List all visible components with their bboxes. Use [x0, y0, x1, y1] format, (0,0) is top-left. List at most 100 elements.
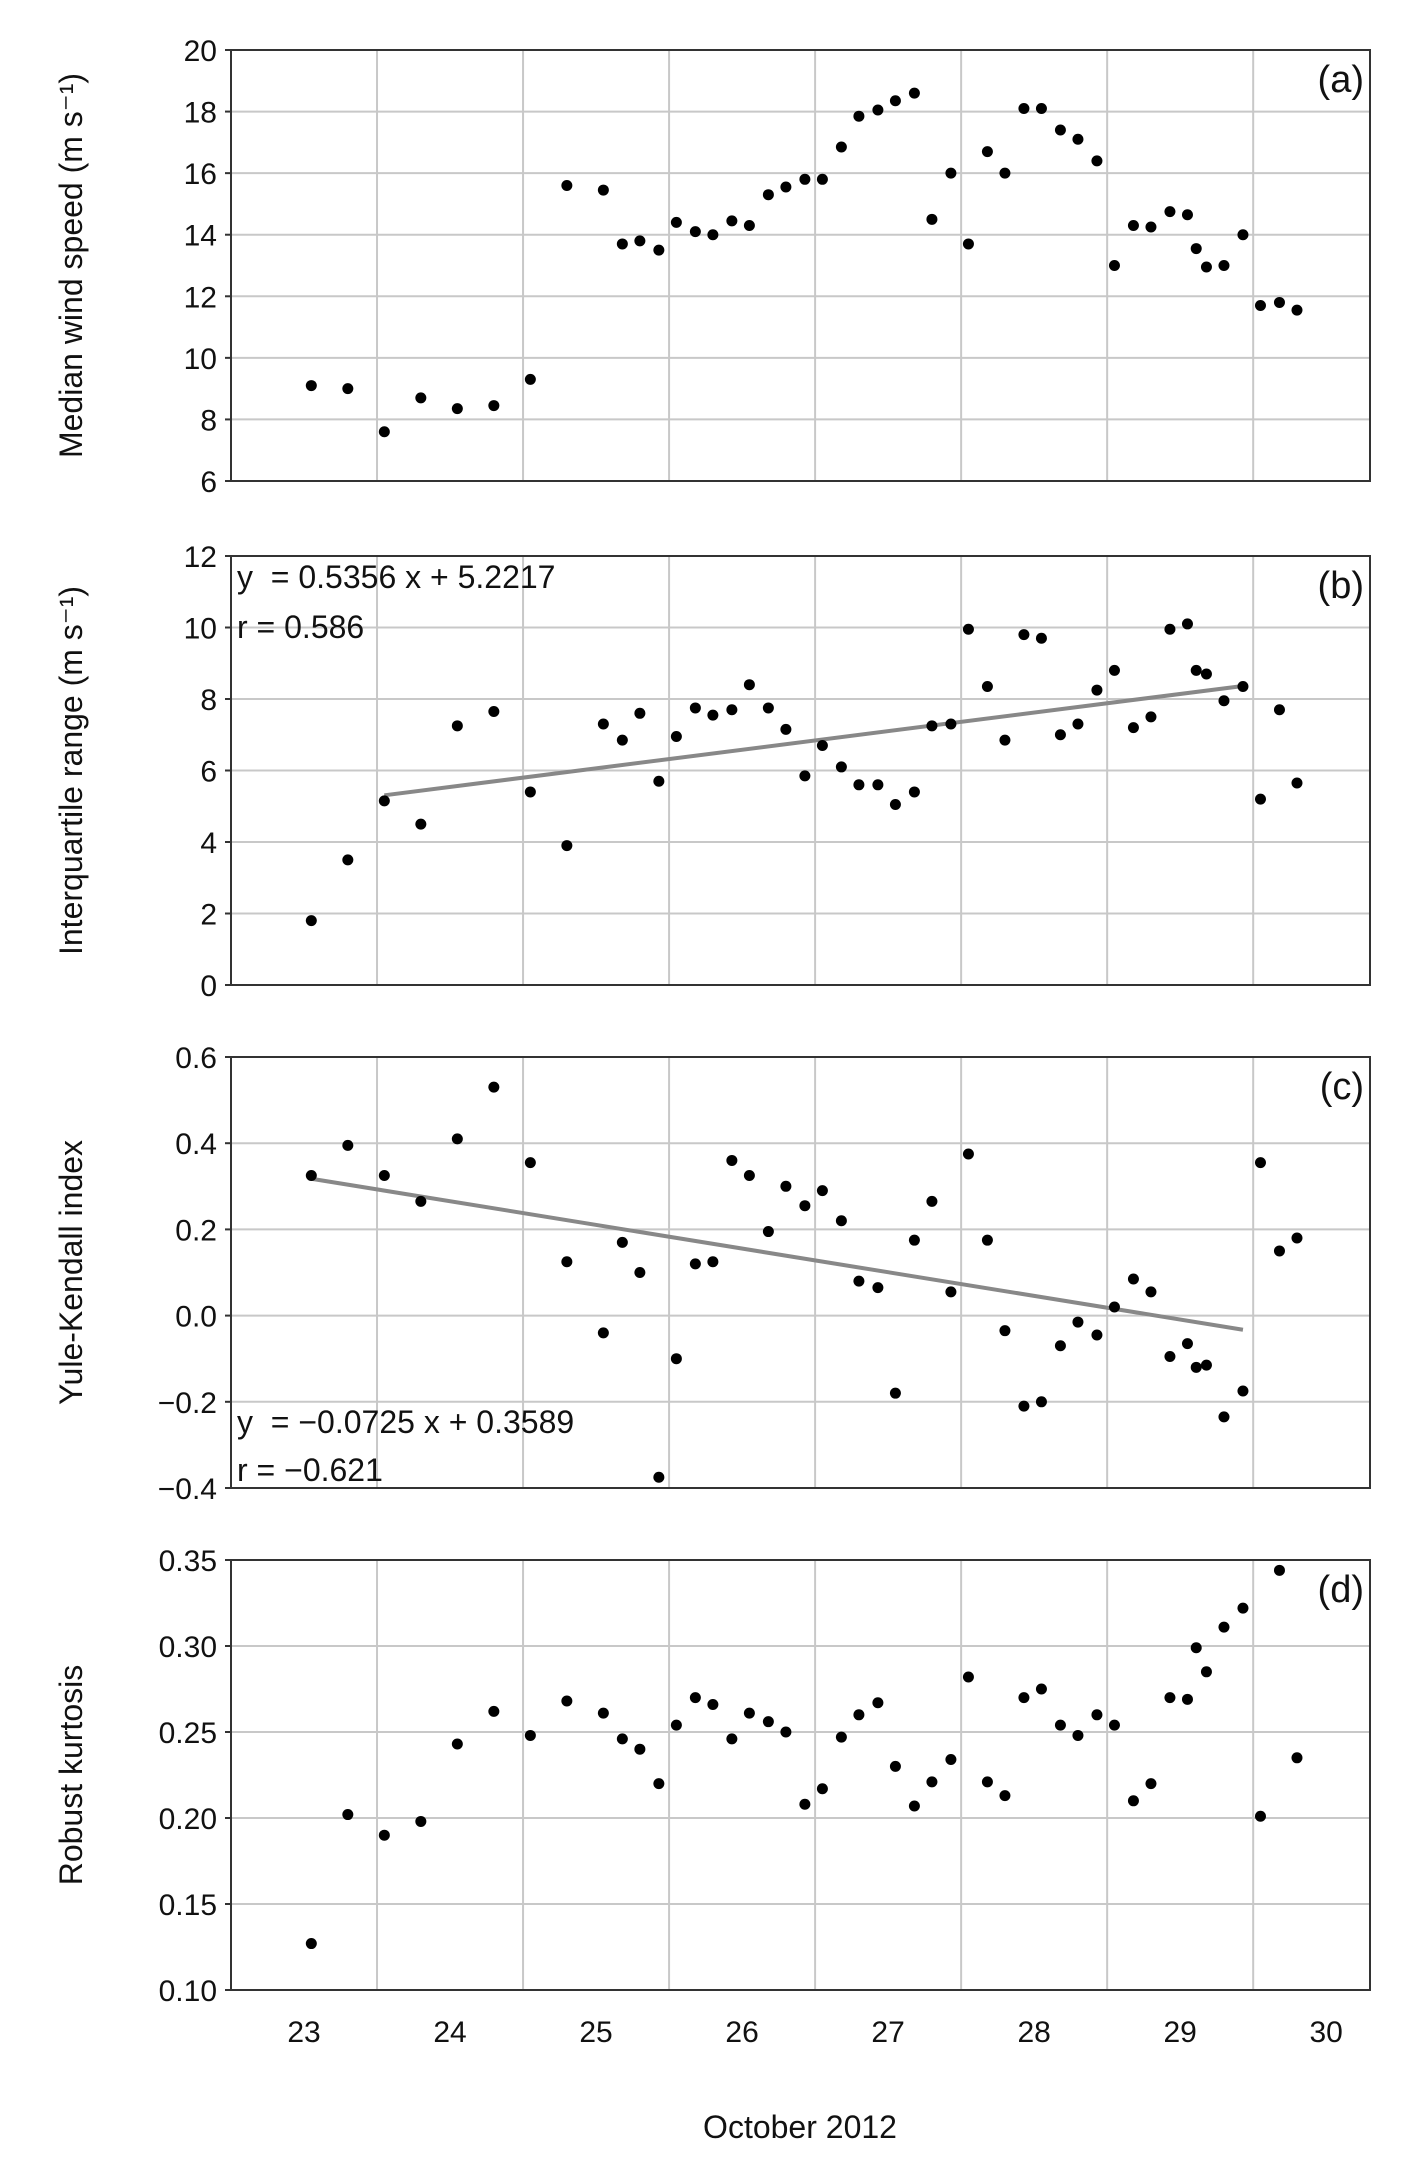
- panel-a-data-point: [561, 179, 573, 191]
- panel-d-data-point: [999, 1790, 1011, 1802]
- panel-c-data-point: [1291, 1232, 1303, 1244]
- panel-d-ylabel: Robust kurtosis: [53, 1665, 89, 1886]
- panel-d-data-point: [415, 1815, 427, 1827]
- panel-a-data-point: [926, 213, 938, 225]
- panel-d-data-point: [1200, 1666, 1212, 1678]
- panel-a-ytick-label: 8: [200, 404, 217, 437]
- panel-b: 0 2 4 6 8 10 12 (b) Interquartile range (m s⁻¹…: [53, 541, 1371, 1003]
- panel-c-data-point: [616, 1236, 628, 1248]
- panel-a-data-point: [653, 244, 665, 256]
- panel-b-data-point: [597, 718, 609, 730]
- panel-a-data-point: [524, 373, 536, 385]
- panel-a-data-point: [962, 238, 974, 250]
- panel-b-ytick-label: 6: [200, 756, 217, 789]
- panel-d-data-point: [835, 1731, 847, 1743]
- panel-d-ytick-label: 0.20: [159, 1803, 217, 1836]
- panel-d-data-point: [726, 1733, 738, 1745]
- panel-a-data-point: [1190, 243, 1202, 255]
- panel-d-ytick-label: 0.30: [159, 1631, 217, 1664]
- panel-c-data-point: [1218, 1411, 1230, 1423]
- panel-d-data-point: [853, 1709, 865, 1721]
- panel-c-data-point: [853, 1275, 865, 1287]
- panel-b-equation: y = 0.5356 x + 5.2217: [237, 559, 555, 595]
- x-axis-label: October 2012: [703, 2109, 897, 2145]
- panel-d-data-point: [889, 1760, 901, 1772]
- panel-b-data-point: [1291, 777, 1303, 789]
- panel-c-r: r = −0.621: [237, 1452, 383, 1488]
- panel-d-data-point: [689, 1692, 701, 1704]
- panel-d-data-point: [962, 1671, 974, 1683]
- panel-b-ytick-label: 4: [200, 827, 217, 860]
- panel-d-data-point: [451, 1738, 463, 1750]
- panel-a-data-point: [1054, 124, 1066, 136]
- panel-a-data-point: [488, 400, 500, 412]
- panel-b-ytick-label: 8: [200, 684, 217, 717]
- panel-c-data-point: [1237, 1385, 1249, 1397]
- panel-c-data-point: [1054, 1340, 1066, 1352]
- panel-c-data-point: [1108, 1301, 1120, 1313]
- panel-b-data-point: [816, 739, 828, 751]
- panel-a-data-point: [1108, 260, 1120, 271]
- panel-b-data-point: [670, 731, 682, 743]
- panel-b-data-point: [743, 679, 755, 691]
- panel-b-data-point: [1018, 629, 1030, 641]
- panel-c-frame: [230, 1056, 1371, 1489]
- panel-d-data-point: [1291, 1752, 1303, 1764]
- panel-d-data-point: [981, 1776, 993, 1788]
- panel-b-data-point: [1145, 711, 1157, 723]
- panel-c-data-point: [743, 1170, 755, 1182]
- panel-b-data-point: [889, 798, 901, 810]
- panel-b-data-point: [872, 779, 884, 791]
- panel-a-data-point: [670, 216, 682, 228]
- panel-a-data-point: [689, 226, 701, 238]
- panel-a-data-point: [1291, 304, 1303, 316]
- panel-c-label: (c): [1320, 1066, 1364, 1108]
- panel-d-data-point: [799, 1798, 811, 1810]
- panel-b-data-point: [962, 623, 974, 635]
- panel-a: 6 8 10 12 14 16 18 20 (a) Median wind speed (m …: [53, 35, 1371, 499]
- panel-a-ytick-label: 10: [184, 343, 217, 376]
- panel-a-data-point: [999, 167, 1011, 179]
- panel-d-data-point: [1164, 1692, 1176, 1704]
- panel-b-data-point: [835, 761, 847, 773]
- panel-c-ylabel: Yule-Kendall index: [53, 1140, 89, 1405]
- panel-a-data-point: [305, 380, 317, 392]
- panel-b-trend-line: [384, 683, 1244, 798]
- panel-a-data-point: [853, 110, 865, 122]
- panel-a-data-point: [743, 219, 755, 231]
- panel-b-data-point: [707, 709, 719, 721]
- panel-c-data-point: [835, 1215, 847, 1227]
- panel-b-data-point: [726, 704, 738, 716]
- panel-d-data-point: [634, 1743, 646, 1755]
- panel-d-data-point: [488, 1705, 500, 1717]
- panel-a-data-point: [1273, 296, 1285, 308]
- panel-a-data-point: [908, 87, 920, 99]
- panel-b-data-point: [342, 854, 354, 866]
- panel-d-data-point: [1218, 1621, 1230, 1633]
- panel-c-data-point: [707, 1256, 719, 1268]
- panel-d-data-point: [1181, 1693, 1193, 1705]
- panel-a-ylabel: Median wind speed (m s⁻¹): [53, 73, 89, 458]
- panel-b-data-point: [981, 680, 993, 692]
- panel-a-data-point: [780, 181, 792, 193]
- panel-b-data-point: [561, 840, 573, 852]
- panel-d-label: (d): [1318, 1569, 1364, 1611]
- panel-a-data-point: [799, 173, 811, 185]
- panel-c: −0.4 −0.2 0.0 0.2 0.4 0.6 (c) Yule-Kendall in…: [53, 1042, 1371, 1506]
- panel-b-data-point: [1035, 632, 1047, 644]
- panel-b-data-point: [415, 818, 427, 830]
- panel-c-data-point: [378, 1170, 390, 1182]
- panel-c-data-point: [872, 1282, 884, 1294]
- panel-a-data-point: [762, 189, 774, 201]
- panel-a-ytick-label: 6: [200, 466, 217, 499]
- panel-c-data-point: [1164, 1351, 1176, 1363]
- panel-b-data-point: [488, 706, 500, 718]
- panel-a-data-point: [889, 95, 901, 107]
- panel-c-ytick-label: 0.6: [175, 1042, 217, 1075]
- panel-d-data-point: [1273, 1564, 1285, 1576]
- panel-d-data-point: [816, 1783, 828, 1795]
- panel-a-data-point: [707, 229, 719, 241]
- panel-d-data-point: [762, 1716, 774, 1728]
- panel-b-data-point: [780, 723, 792, 735]
- panel-a-ytick-label: 14: [184, 220, 217, 253]
